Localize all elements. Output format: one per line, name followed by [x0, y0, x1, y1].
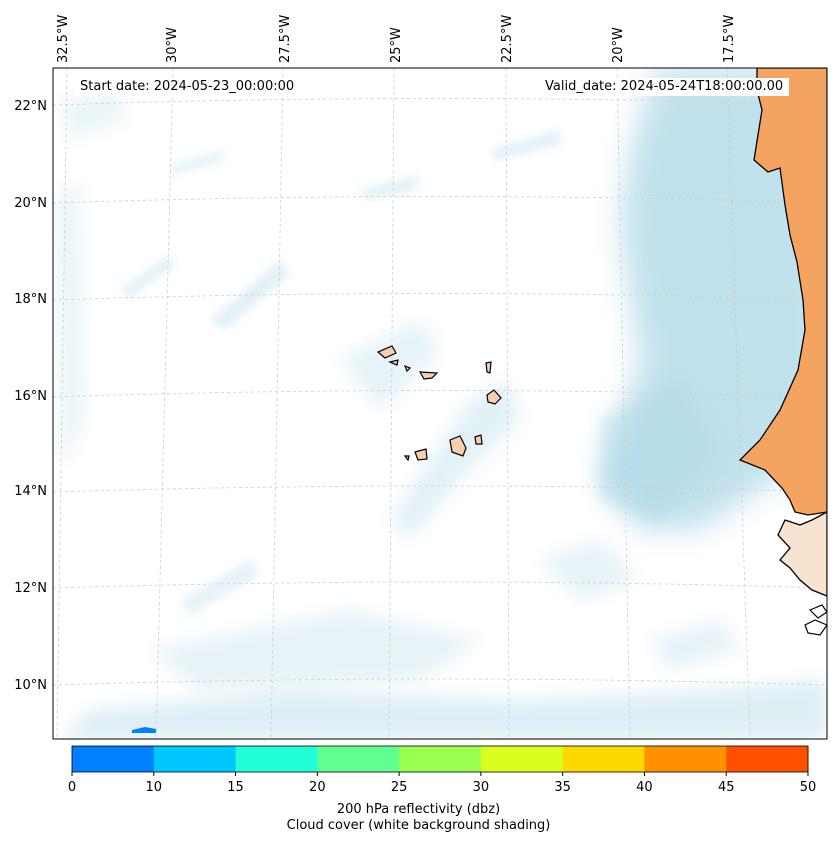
colorbar-tick-label: 35: [554, 780, 571, 795]
colorbar-tick-label: 25: [391, 780, 408, 795]
lon-label: 22.5°W: [500, 15, 515, 63]
colorbar-frame: [71, 745, 809, 773]
lon-label: 27.5°W: [278, 15, 293, 63]
valid-date-label: Valid_date: 2024-05-24T18:00:00.00: [539, 78, 790, 96]
longitude-labels: 32.5°W 30°W 27.5°W 25°W 22.5°W 20°W 17.5…: [56, 15, 737, 63]
lat-label: 14°N: [14, 484, 47, 499]
colorbar-segment: [153, 746, 237, 772]
colorbar-segment: [644, 746, 727, 772]
lat-label: 16°N: [14, 389, 47, 404]
colorbar-tick-label: 30: [473, 780, 490, 795]
bijagos-islands: [804, 604, 827, 636]
colorbar-segment: [399, 746, 482, 772]
lon-label: 25°W: [389, 27, 404, 63]
lat-label: 10°N: [14, 678, 47, 693]
colorbar-tick-label: 20: [309, 780, 326, 795]
colorbar-label: 200 hPa reflectivity (dbz) Cloud cover (…: [0, 802, 837, 834]
lat-label: 18°N: [14, 292, 47, 307]
colorbar-tick-label: 45: [718, 780, 735, 795]
colorbar-label-line1: 200 hPa reflectivity (dbz): [336, 802, 501, 817]
reflectivity-patch: [132, 727, 156, 733]
colorbar-segment: [72, 746, 155, 772]
west-africa-coast: [777, 511, 827, 597]
latitude-labels: 22°N 20°N 18°N 16°N 14°N 12°N 10°N: [14, 99, 47, 693]
lon-label: 20°W: [611, 27, 626, 63]
colorbar: 0 10 15 20 25 30 35 40 45 50: [68, 745, 817, 795]
colorbar-segment: [317, 746, 400, 772]
colorbar-tick-label: 50: [800, 780, 817, 795]
colorbar-segment: [562, 746, 645, 772]
map-content: [53, 68, 827, 739]
lat-label: 12°N: [14, 581, 47, 596]
colorbar-tick-label: 0: [68, 780, 76, 795]
africa-land: [738, 68, 827, 516]
cape-verde-islands: [376, 345, 502, 462]
colorbar-tick-label: 15: [227, 780, 244, 795]
lat-label: 22°N: [14, 99, 47, 114]
start-date-label: Start date: 2024-05-23_00:00:00: [74, 78, 301, 96]
colorbar-tick-label: 40: [636, 780, 653, 795]
lon-label: 30°W: [165, 27, 180, 63]
colorbar-segment: [235, 746, 318, 772]
lon-label: 32.5°W: [56, 15, 71, 63]
cloud-cover-layer: [55, 68, 827, 739]
lat-label: 20°N: [14, 196, 47, 211]
colorbar-segment: [480, 746, 564, 772]
lon-label: 17.5°W: [722, 15, 737, 63]
colorbar-label-line2: Cloud cover (white background shading): [286, 818, 551, 833]
graticule: [53, 68, 827, 739]
colorbar-segment: [726, 746, 809, 772]
map-frame: [52, 67, 828, 740]
colorbar-tick-label: 10: [146, 780, 163, 795]
